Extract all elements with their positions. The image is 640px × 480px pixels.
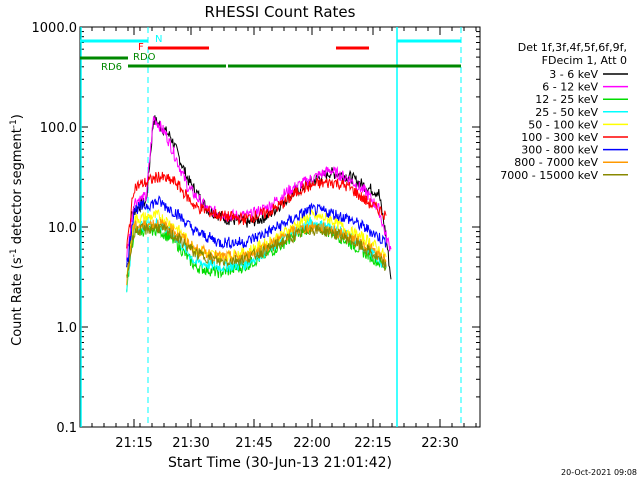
flag-label-rdo: RDO bbox=[133, 52, 156, 63]
series-line-300-800-kev bbox=[126, 195, 387, 268]
y-tick-label: 0.1 bbox=[56, 421, 77, 436]
legend-label: 7000 - 15000 keV bbox=[500, 169, 598, 182]
flag-label-rd6: RD6 bbox=[101, 62, 122, 73]
x-axis-label: Start Time (30-Jun-13 21:01:42) bbox=[168, 455, 392, 471]
flag-label-f: F bbox=[138, 42, 144, 53]
legend-label: 12 - 25 keV bbox=[535, 93, 598, 106]
series-line-12-25-kev bbox=[126, 221, 387, 292]
legend-header-2: FDecim 1, Att 0 bbox=[542, 54, 627, 67]
y-tick-label: 100.0 bbox=[40, 121, 77, 136]
series-line-3-6-kev bbox=[126, 115, 392, 280]
flag-label-n: N bbox=[155, 34, 162, 45]
legend-label: 100 - 300 keV bbox=[521, 131, 598, 144]
series-line-100-300-kev bbox=[126, 171, 387, 249]
y-tick-label: 1000.0 bbox=[32, 21, 78, 36]
legend-label: 300 - 800 keV bbox=[521, 144, 598, 157]
legend-label: 3 - 6 keV bbox=[549, 68, 598, 81]
y-axis-label: Count Rate (s-1 detector segment-1) bbox=[9, 114, 25, 346]
legend-label: 50 - 100 keV bbox=[528, 118, 598, 131]
x-tick-label: 22:15 bbox=[354, 436, 391, 451]
timestamp: 20-Oct-2021 09:08 bbox=[561, 468, 637, 477]
y-tick-label: 1.0 bbox=[56, 321, 77, 336]
series-line-6-12-kev bbox=[126, 116, 392, 261]
x-tick-label: 21:45 bbox=[235, 436, 272, 451]
x-tick-label: 21:30 bbox=[172, 436, 209, 451]
series-line-7000-15000-kev bbox=[126, 222, 387, 279]
x-tick-label: 22:00 bbox=[293, 436, 330, 451]
legend-label: 25 - 50 keV bbox=[535, 106, 598, 119]
legend-label: 800 - 7000 keV bbox=[514, 156, 598, 169]
legend-header-1: Det 1f,3f,4f,5f,6f,9f, bbox=[518, 41, 627, 54]
series-line-50-100-kev bbox=[126, 208, 387, 278]
chart-title: RHESSI Count Rates bbox=[205, 3, 356, 21]
x-tick-label: 21:15 bbox=[115, 436, 152, 451]
y-tick-label: 10.0 bbox=[48, 221, 77, 236]
legend-label: 6 - 12 keV bbox=[542, 81, 598, 94]
x-tick-label: 22:30 bbox=[421, 436, 458, 451]
